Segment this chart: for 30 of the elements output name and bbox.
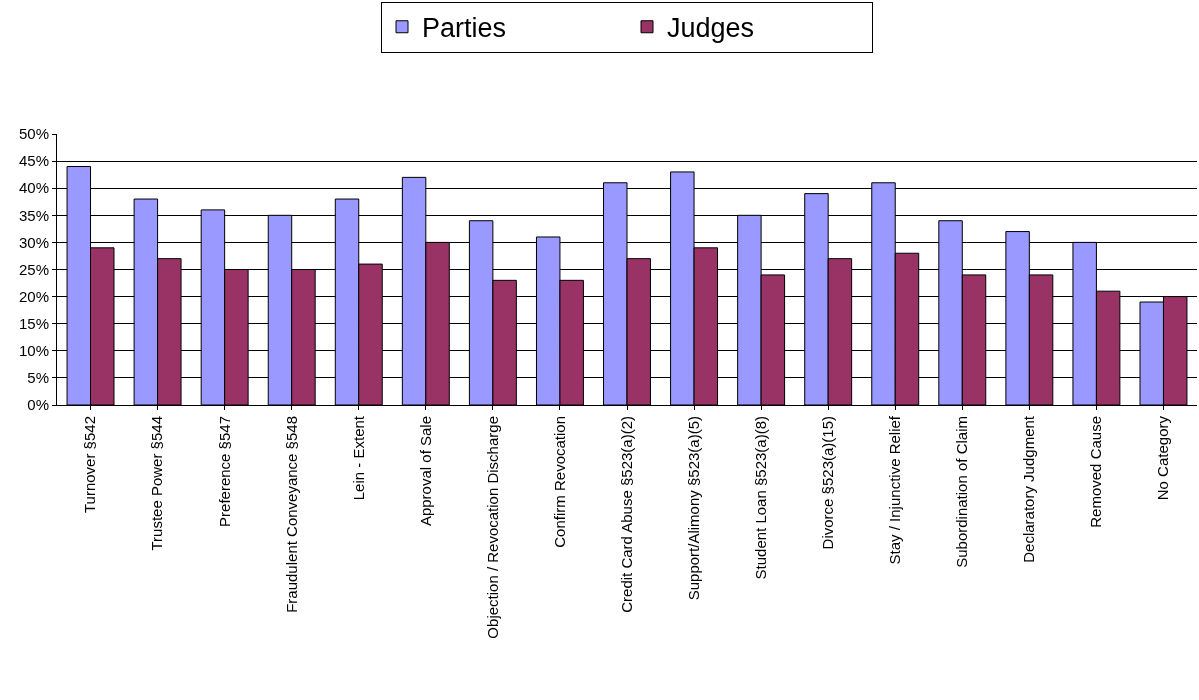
x-tick-label: Preference §547 [215, 416, 233, 527]
x-tick-label: Turnover §542 [81, 416, 99, 514]
y-tick-label: 25% [18, 260, 49, 278]
x-tick-label: Subordination of Claim [953, 416, 971, 568]
x-tick-label: Removed Cause [1087, 416, 1105, 528]
x-tick-label: Credit Card Abuse §523(a)(2) [617, 416, 635, 613]
x-tick-label: Objection / Revocation Discharge [483, 416, 501, 639]
y-tick-label: 10% [18, 342, 49, 360]
y-tick-label: 5% [27, 369, 49, 387]
y-tick-label: 50% [18, 125, 49, 143]
x-tick-label: Stay / Injunctive Relief [886, 415, 904, 565]
x-tick-label: Trustee Power §544 [148, 416, 166, 551]
x-tick-label: Support/Alimony §523(a)(5) [684, 416, 702, 601]
legend-label: Judges [667, 13, 755, 44]
y-tick-label: 35% [18, 206, 49, 224]
x-tick-label: Lein - Extent [349, 415, 367, 501]
x-tick-label: Student Loan §523(a)(8) [751, 416, 769, 580]
x-tick-label: No Category [1154, 415, 1172, 501]
y-tick-label: 45% [18, 152, 49, 170]
x-tick-label: Confirm Revocation [550, 416, 568, 548]
y-tick-label: 30% [18, 233, 49, 251]
x-tick-label: Fraudulent Conveyance §548 [282, 416, 300, 613]
x-tick-label: Approval of Sale [416, 416, 434, 527]
y-tick-label: 0% [27, 396, 49, 414]
legend-label: Parties [422, 13, 507, 44]
y-tick-label: 40% [18, 179, 49, 197]
x-tick-label: Declaratory Judgment [1020, 415, 1038, 563]
x-tick-label: Divorce §523(a)(15) [819, 416, 837, 550]
y-tick-label: 20% [18, 287, 49, 305]
y-tick-label: 15% [18, 314, 49, 332]
